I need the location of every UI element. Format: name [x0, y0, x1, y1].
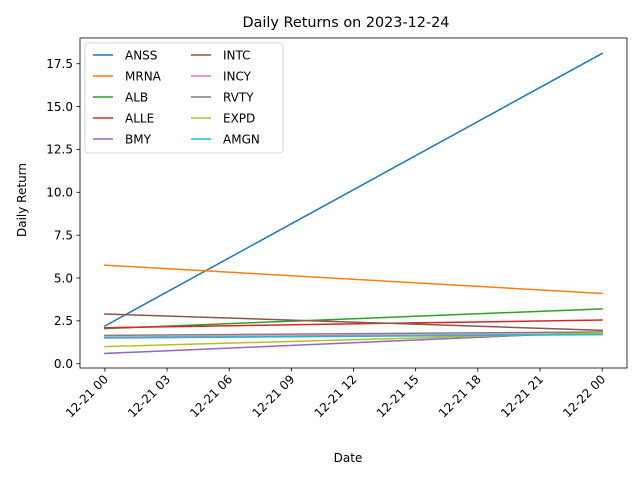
legend-entry-amgn: AMGN [191, 132, 260, 146]
legend-label: AMGN [223, 132, 260, 146]
plot-area: 0.02.55.07.510.012.515.017.512-21 00 12-2… [46, 37, 628, 420]
x-tick-label: 12-22 00 [560, 372, 608, 420]
x-tick-label: 12-21 15 [374, 372, 422, 420]
legend-label: ALLE [125, 111, 154, 125]
x-tick-label: 12-21 18 [436, 372, 484, 420]
series-line-amgn [104, 333, 603, 339]
x-tick-label: 12-21 09 [249, 372, 297, 420]
chart-title: Daily Returns on 2023-12-24 [243, 15, 450, 31]
series-line-alle [104, 319, 603, 329]
y-tick-label: 12.5 [46, 143, 73, 157]
y-tick-label: 10.0 [46, 186, 73, 200]
legend-entry-bmy: BMY [93, 132, 152, 146]
legend-entry-anss: ANSS [93, 48, 157, 62]
legend-entry-rvty: RVTY [191, 90, 254, 104]
x-tick-label: 12-21 21 [498, 372, 546, 420]
legend-entry-expd: EXPD [191, 111, 255, 125]
x-axis-title: Date [334, 451, 363, 465]
series-line-alb [104, 308, 603, 330]
series-line-intc [104, 313, 603, 332]
y-axis: 0.0 2.5 5.0 7.5 10.0 12.5 15.0 17.5 [46, 57, 80, 371]
y-tick-label: 17.5 [46, 57, 73, 71]
series-line-incy [104, 332, 603, 338]
legend-entry-mrna: MRNA [93, 69, 162, 83]
y-tick-label: 7.5 [54, 228, 73, 242]
series-line-mrna [104, 264, 603, 295]
x-tick-label: 12-21 03 [125, 372, 173, 420]
legend-entry-alb: ALB [93, 90, 148, 104]
series-line-rvty [104, 331, 603, 337]
legend-label: INCY [223, 69, 252, 83]
legend-label: INTC [223, 48, 251, 62]
legend-box [84, 42, 284, 154]
y-tick-label: 0.0 [54, 357, 73, 371]
y-tick-label: 2.5 [54, 314, 73, 328]
legend-entry-intc: INTC [191, 48, 251, 62]
series-line-anss [103, 52, 604, 328]
legend-label: BMY [125, 132, 152, 146]
x-tick-label: 12-21 00 [63, 372, 111, 420]
legend-entry-alle: ALLE [93, 111, 154, 125]
legend: ANSS MRNA ALB ALLE BMY INTC INCY RVTY EXPD AMGN [84, 42, 284, 154]
y-tick-label: 5.0 [54, 271, 73, 285]
legend-label: EXPD [223, 111, 255, 125]
legend-entry-incy: INCY [191, 69, 252, 83]
x-tick-label: 12-21 12 [312, 372, 360, 420]
series-group [103, 52, 604, 355]
legend-label: ALB [125, 90, 148, 104]
x-axis: 12-21 00 12-21 03 12-21 06 12-21 09 12-21 12… [63, 368, 608, 420]
y-tick-label: 15.0 [46, 100, 73, 114]
y-axis-title: Daily Return [15, 163, 29, 237]
x-tick-label: 12-21 06 [187, 372, 235, 420]
legend-label: RVTY [223, 90, 254, 104]
legend-label: MRNA [125, 69, 162, 83]
legend-label: ANSS [125, 48, 157, 62]
